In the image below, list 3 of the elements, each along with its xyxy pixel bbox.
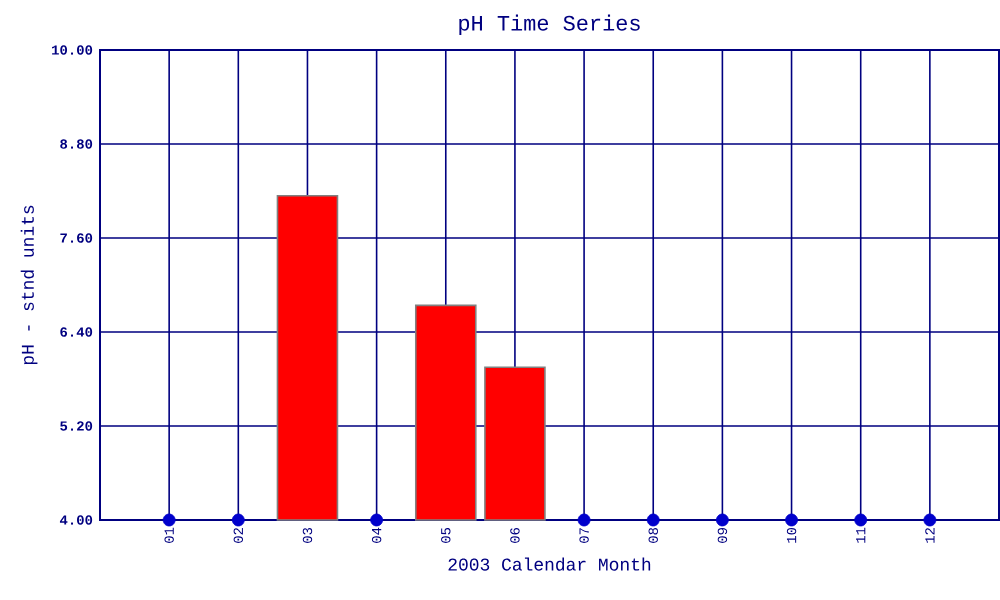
- y-axis-title: pH - stnd units: [20, 205, 38, 365]
- x-axis-title: 2003 Calendar Month: [448, 557, 651, 571]
- chart-title: pH Time Series: [459, 14, 640, 35]
